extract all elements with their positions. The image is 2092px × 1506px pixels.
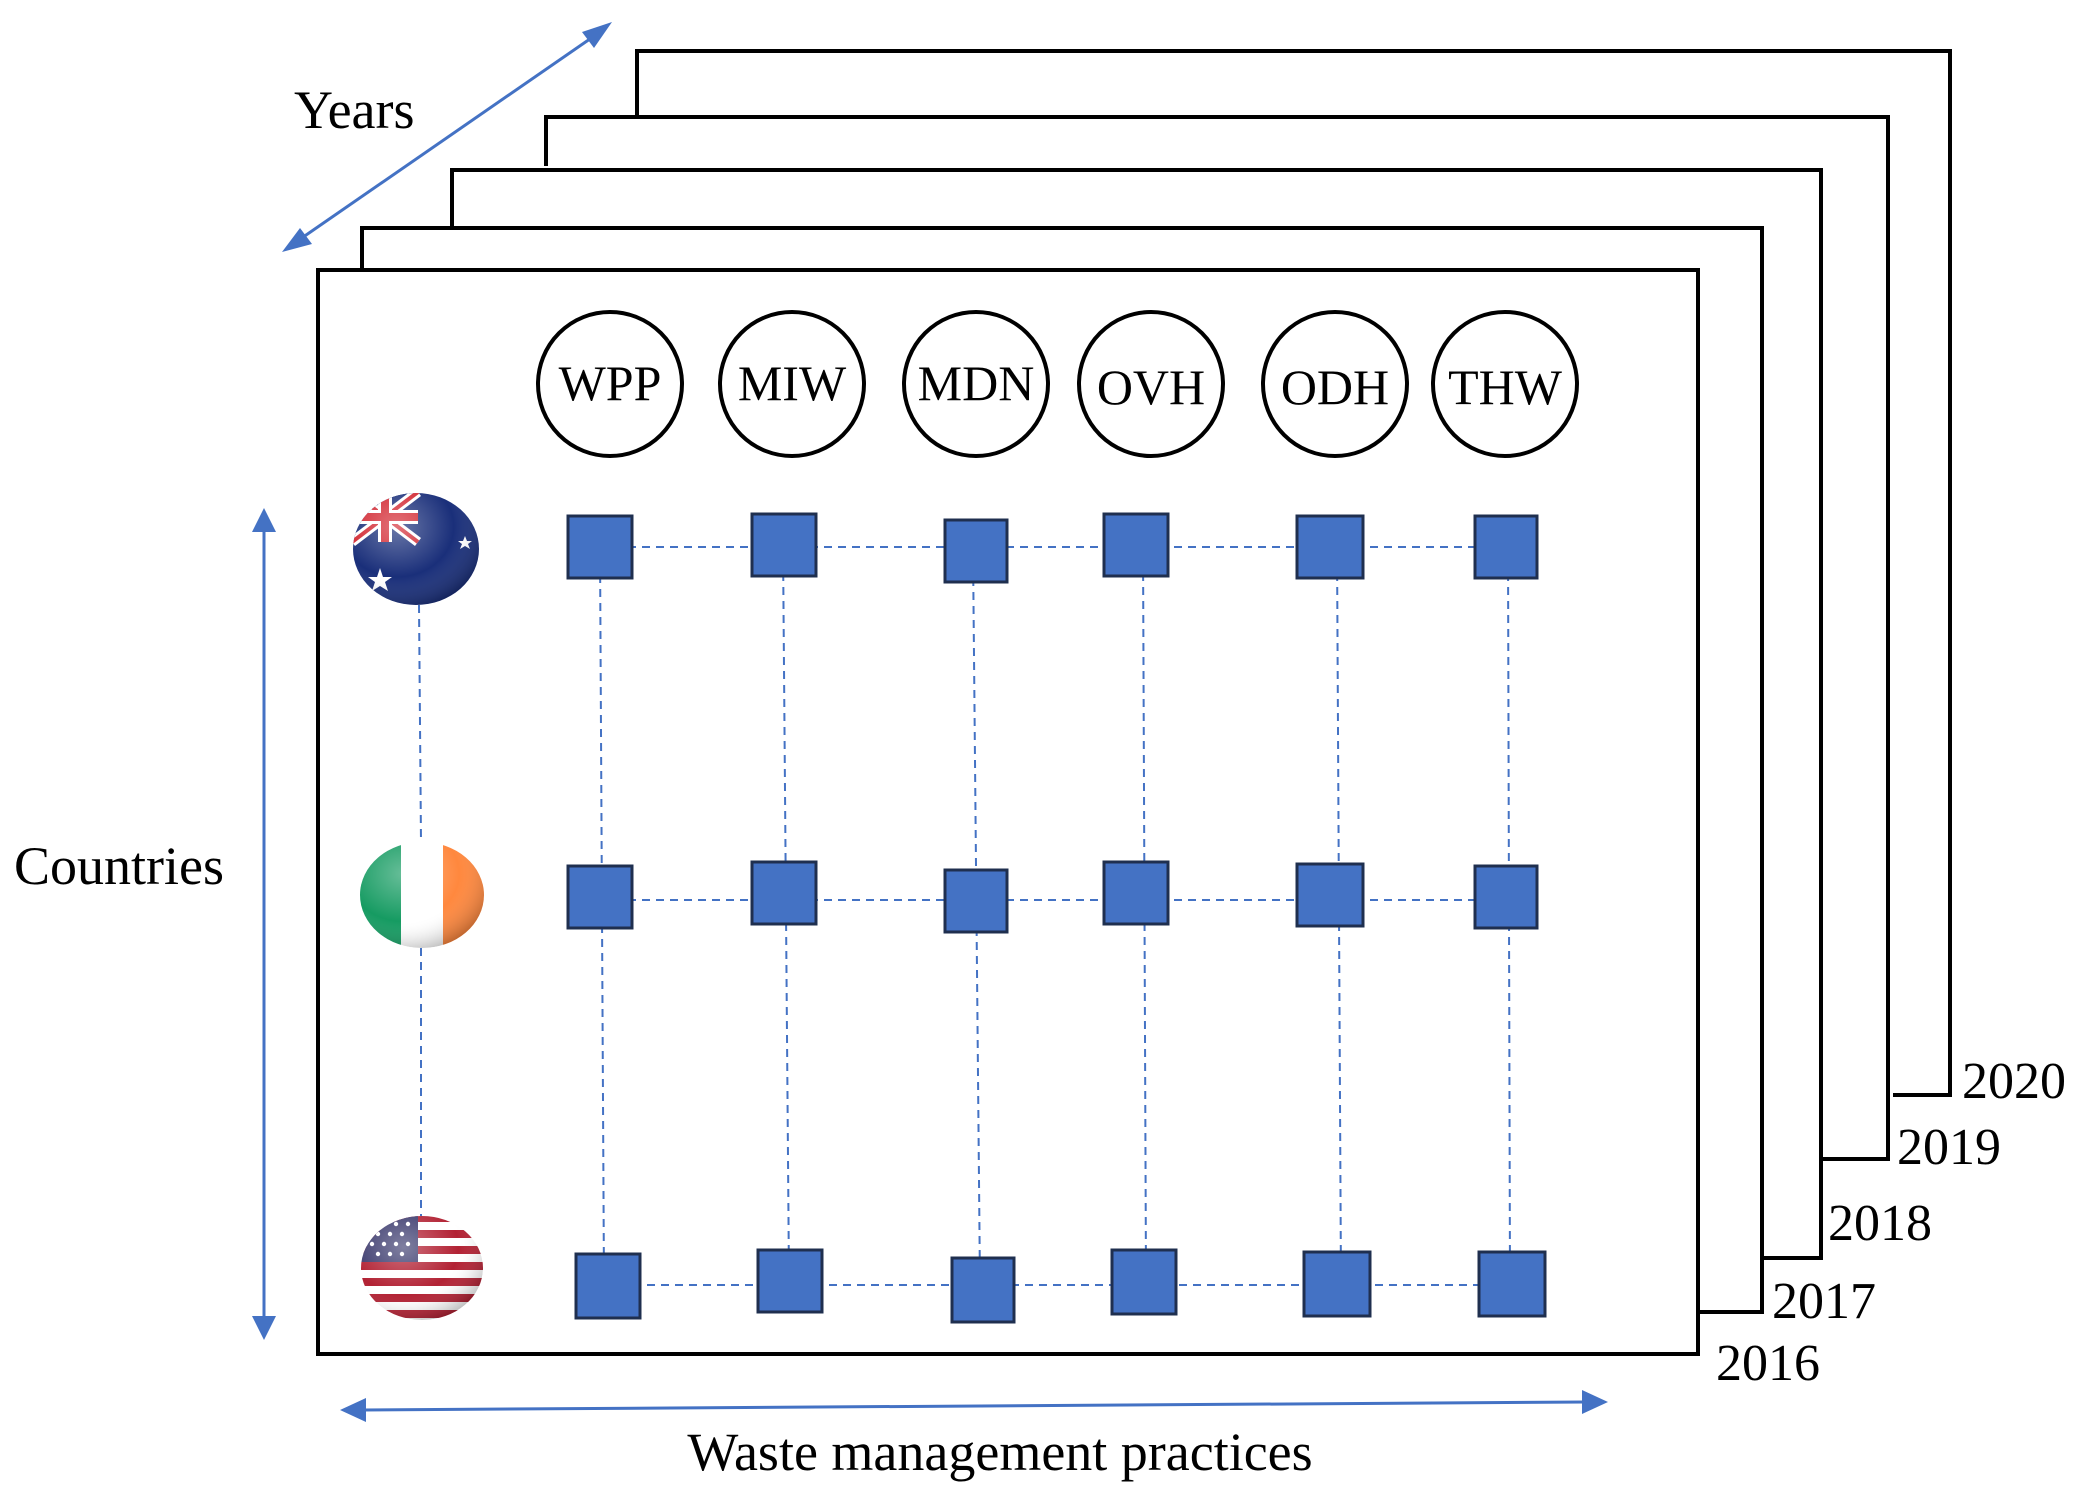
year-frame-2018 [450,168,1823,1260]
practice-node-odh: ODH [1261,310,1409,458]
node-usa-odh [1302,1250,1372,1318]
node-australia-mdn [943,518,1009,584]
year-label-2020: 2020 [1962,1053,2066,1110]
year-frame-2019 [544,115,1890,1161]
countries-axis-arrow [252,508,276,1340]
practice-label-thw: THW [1448,359,1563,415]
australia-flag-icon [353,493,479,605]
practice-label-odh: ODH [1281,359,1389,415]
practice-label-ovh: OVH [1097,359,1205,415]
node-australia-wpp [566,514,634,580]
node-ireland-wpp [566,864,634,930]
year-label-2018: 2018 [1828,1195,1932,1252]
node-grid [566,512,1547,1324]
year-frame-2020 [635,49,1952,1097]
node-ireland-mdn [943,868,1009,934]
practice-node-ovh: OVH [1077,310,1225,458]
practice-node-mdn: MDN [902,310,1050,458]
node-ireland-thw [1473,864,1539,930]
practice-label-mdn: MDN [918,355,1035,411]
node-usa-miw [756,1248,824,1314]
practices-axis-arrow [340,1390,1608,1422]
practice-node-thw: THW [1431,310,1579,458]
countries-axis-label: Countries [14,836,224,896]
year-label-2017: 2017 [1772,1273,1876,1330]
practice-node-wpp: WPP [536,310,684,458]
country-connector [418,604,422,1216]
node-ireland-odh [1295,862,1365,928]
practice-label-wpp: WPP [559,355,662,411]
practice-node-miw: MIW [718,310,866,458]
years-axis-label: Years [294,80,415,140]
node-australia-miw [750,512,818,578]
practice-label-miw: MIW [738,355,847,411]
node-usa-wpp [574,1252,642,1320]
node-ireland-ovh [1102,860,1170,926]
year-label-2016: 2016 [1716,1335,1820,1392]
node-usa-thw [1477,1250,1547,1318]
node-usa-ovh [1110,1248,1178,1316]
node-australia-odh [1295,514,1365,580]
years-axis-arrow [282,22,612,252]
node-usa-mdn [950,1256,1016,1324]
year-label-2019: 2019 [1897,1119,2001,1176]
node-ireland-miw [750,860,818,926]
node-australia-ovh [1102,512,1170,578]
year-frame-2017 [360,226,1764,1314]
practices-axis-label: Waste management practices [687,1422,1312,1482]
node-australia-thw [1473,514,1539,580]
